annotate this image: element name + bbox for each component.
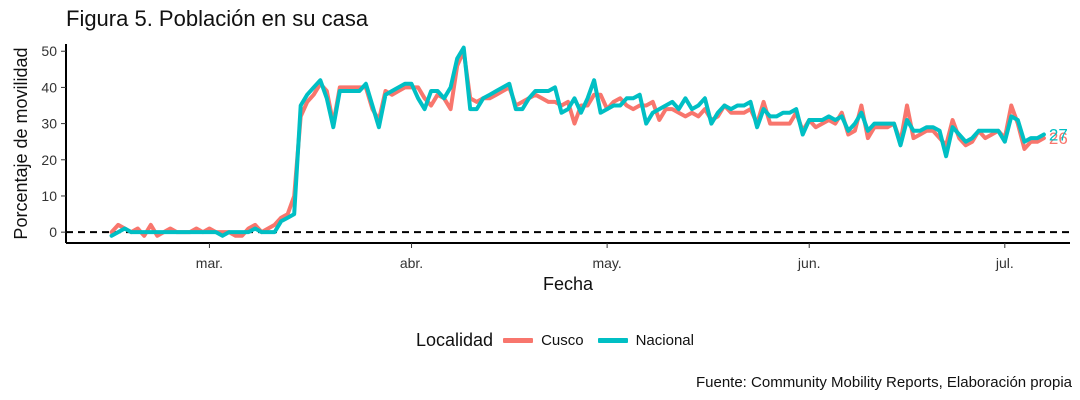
series-line-nacional [109,45,1046,238]
x-tick-label: abr. [400,255,423,271]
x-tick-label: jun. [797,255,821,271]
y-tick-label: 0 [49,224,57,240]
y-axis-title: Porcentaje de movilidad [11,47,31,239]
chart-legend: Localidad Cusco Nacional [416,330,708,351]
legend-item-cusco: Cusco [503,332,584,349]
y-tick-label: 10 [41,188,57,204]
chart-title: Figura 5. Población en su casa [66,6,369,31]
legend-label-cusco: Cusco [541,332,584,349]
y-tick-label: 30 [41,116,57,132]
x-axis-title: Fecha [543,274,594,294]
y-tick-label: 50 [41,43,57,59]
y-tick-label: 20 [41,152,57,168]
end-label-cusco: 26 [1049,129,1068,148]
legend-key-nacional [597,338,628,343]
legend-label-nacional: Nacional [635,332,694,349]
legend-title: Localidad [416,330,494,350]
x-tick-label: may. [592,255,621,271]
x-tick-label: jul. [995,255,1014,271]
x-tick-label: mar. [196,255,223,271]
source-caption: Fuente: Community Mobility Reports, Elab… [695,374,1072,391]
end-label-nacional: 27 [1049,125,1068,144]
legend-key-cusco [503,338,534,343]
y-tick-label: 40 [41,79,57,95]
series-line-cusco [109,49,1046,238]
legend-item-nacional: Nacional [597,332,694,349]
